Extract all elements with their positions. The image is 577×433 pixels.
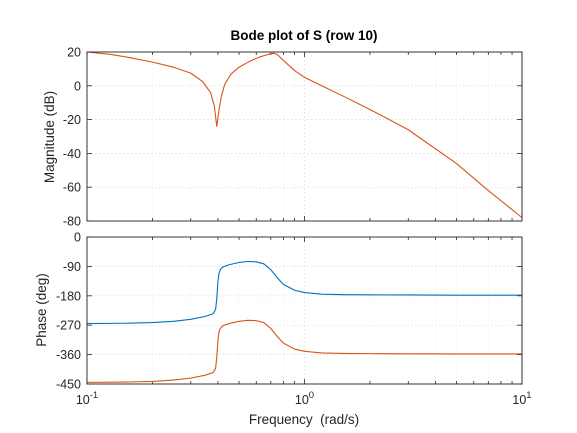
- phase-y-tick-label: -270: [56, 319, 81, 333]
- phase-y-tick-label: -90: [63, 260, 81, 274]
- x-tick-label: 10-1: [76, 390, 98, 407]
- phase-y-tick-label: -180: [56, 289, 81, 303]
- chart-title: Bode plot of S (row 10): [231, 28, 378, 43]
- x-tick-label: 101: [512, 390, 531, 407]
- phase-ylabel: Phase (deg): [34, 273, 49, 347]
- magnitude-ticks: 20 0 -20 -40 -60 -80: [63, 46, 522, 229]
- magnitude-series-line-1: [86, 51, 523, 219]
- phase-series-line-1: [86, 260, 522, 325]
- phase-axes: 0 -90 -180 -270 -360 -450: [56, 231, 523, 392]
- magnitude-y-tick-label: -80: [63, 215, 81, 229]
- magnitude-y-tick-label: 0: [74, 79, 81, 93]
- magnitude-y-tick-label: 20: [67, 46, 81, 60]
- phase-y-tick-label: -360: [56, 348, 81, 362]
- magnitude-ylabel: Magnitude (dB): [42, 91, 57, 183]
- x-tick-labels: 10-1 100 101: [76, 390, 532, 407]
- magnitude-series: [86, 51, 523, 219]
- x-tick-label: 100: [295, 390, 314, 407]
- phase-series: [86, 260, 522, 383]
- phase-y-tick-label: 0: [74, 231, 81, 245]
- phase-series-line-2: [86, 319, 522, 383]
- magnitude-y-tick-label: -60: [63, 181, 81, 195]
- magnitude-y-tick-label: -20: [63, 113, 81, 127]
- magnitude-frame: [86, 51, 523, 222]
- phase-y-tick-label: -450: [56, 378, 81, 392]
- magnitude-axes: 20 0 -20 -40 -60 -80: [63, 46, 523, 229]
- phase-frame: [86, 236, 523, 385]
- x-axis-label: Frequency (rad/s): [249, 412, 359, 427]
- magnitude-y-tick-label: -40: [63, 147, 81, 161]
